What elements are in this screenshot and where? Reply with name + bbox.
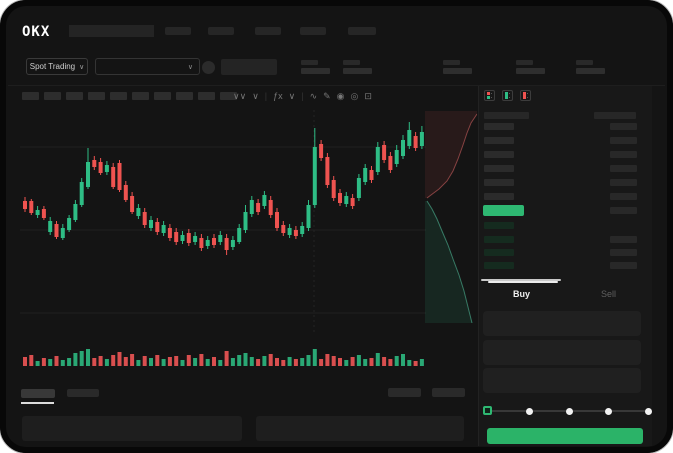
fullscreen-icon[interactable]: ⊡: [364, 91, 372, 101]
trades-row[interactable]: [610, 193, 637, 200]
bid-row[interactable]: [484, 262, 514, 269]
last-price-bar[interactable]: [483, 205, 524, 216]
snapshot-icon[interactable]: ◉: [336, 91, 345, 101]
bid-row[interactable]: [484, 249, 514, 256]
price-placeholder: [221, 59, 277, 75]
chart-style-chevron-icon[interactable]: ∨: [252, 91, 259, 101]
orderbook-mode-switcher: [484, 90, 531, 101]
market-type-dropdown[interactable]: Spot Trading ∨: [26, 58, 88, 75]
ask-row[interactable]: [484, 151, 514, 158]
depth-chart: [425, 111, 477, 323]
ask-row[interactable]: [484, 193, 514, 200]
interval-slot-1[interactable]: [22, 92, 39, 100]
interval-slot-3[interactable]: [66, 92, 83, 100]
order-amount-field[interactable]: [483, 340, 641, 365]
orderbook-scrollbar[interactable]: [481, 279, 561, 281]
trades-row[interactable]: [610, 165, 637, 172]
interval-slot-2[interactable]: [44, 92, 61, 100]
tab-buy[interactable]: Buy: [512, 289, 530, 299]
slider-dot-4[interactable]: [645, 408, 652, 415]
nav-placeholder-primary[interactable]: [69, 25, 154, 37]
stat-block-3: [443, 60, 473, 76]
draw-tool-icon[interactable]: ✎: [323, 91, 331, 101]
chart-tools: ∨∨ ∨ | ƒx ∨ | ∿ ✎ ◉ ◎ ⊡: [233, 90, 372, 102]
volume-histogram: [23, 349, 424, 366]
bid-row[interactable]: [484, 222, 514, 229]
trades-row[interactable]: [610, 151, 637, 158]
chevron-down-icon: ∨: [187, 63, 193, 71]
divider: |: [264, 91, 268, 101]
coin-avatar[interactable]: [202, 61, 215, 74]
bottom-tab-open-orders[interactable]: [21, 389, 55, 398]
chevron-down-icon: ∨: [79, 63, 85, 71]
bid-row[interactable]: [484, 236, 514, 243]
interval-slot-7[interactable]: [154, 92, 171, 100]
book-mode-asks-icon[interactable]: [520, 90, 531, 101]
header-divider: [8, 85, 665, 86]
nav-item-3[interactable]: [255, 27, 281, 35]
interval-slot-5[interactable]: [110, 92, 127, 100]
nav-item-2[interactable]: [208, 27, 234, 35]
ask-row[interactable]: [484, 179, 514, 186]
trades-row[interactable]: [610, 236, 637, 243]
bottom-tab-order-history[interactable]: [67, 389, 99, 397]
trades-row[interactable]: [610, 262, 637, 269]
trades-row[interactable]: [610, 137, 637, 144]
orderbook-header-left[interactable]: [484, 112, 529, 119]
ask-row[interactable]: [484, 123, 514, 130]
divider: |: [301, 91, 304, 101]
book-mode-bids-icon[interactable]: [502, 90, 513, 101]
interval-slot-6[interactable]: [132, 92, 149, 100]
stat-block-5: [576, 60, 606, 76]
trades-row[interactable]: [610, 207, 637, 214]
ask-row[interactable]: [484, 165, 514, 172]
slider-dot-2[interactable]: [565, 408, 573, 415]
interval-slot-8[interactable]: [176, 92, 193, 100]
nav-item-4[interactable]: [300, 27, 326, 35]
orderbook-header-right[interactable]: [594, 112, 636, 119]
bottom-filter-2[interactable]: [432, 388, 465, 397]
slider-dot-0[interactable]: [483, 406, 492, 415]
tab-sell[interactable]: Sell: [600, 289, 616, 299]
interval-slot-10[interactable]: [220, 92, 237, 100]
stat-block-2: [343, 60, 373, 76]
trades-row[interactable]: [610, 123, 637, 130]
indicators-icon[interactable]: ƒx: [273, 91, 283, 101]
trades-row[interactable]: [610, 249, 637, 256]
market-type-label: Spot Trading: [29, 62, 76, 71]
orders-panel-left: [22, 416, 242, 441]
nav-item-5[interactable]: [348, 27, 376, 35]
interval-slot-4[interactable]: [88, 92, 105, 100]
bottom-active-tab-indicator: [21, 402, 54, 404]
stat-block-4: [516, 60, 546, 76]
book-mode-both-icon[interactable]: [484, 90, 495, 101]
slider-dot-3[interactable]: [605, 408, 613, 415]
chart-style-icon[interactable]: ∨∨: [233, 91, 247, 101]
buy-submit-button[interactable]: [487, 428, 643, 444]
active-tab-indicator: [488, 281, 558, 283]
ask-row[interactable]: [484, 137, 514, 144]
pair-selector-dropdown[interactable]: ∨: [95, 58, 200, 75]
orders-panel-right: [256, 416, 464, 441]
trades-row[interactable]: [610, 179, 637, 186]
order-price-field[interactable]: [483, 311, 641, 336]
interval-selector: [22, 92, 237, 102]
line-tool-icon[interactable]: ∿: [309, 91, 318, 101]
chart-settings-icon[interactable]: ◎: [350, 91, 359, 101]
nav-item-1[interactable]: [165, 27, 191, 35]
bottom-filter-1[interactable]: [388, 388, 421, 397]
okx-logo: OKX: [22, 24, 51, 40]
indicators-chevron-icon[interactable]: ∨: [288, 91, 296, 101]
slider-dot-1[interactable]: [525, 408, 533, 415]
stat-block-1: [301, 60, 331, 76]
interval-slot-9[interactable]: [198, 92, 215, 100]
order-total-field[interactable]: [483, 368, 641, 393]
candlestick-chart[interactable]: [20, 110, 426, 332]
